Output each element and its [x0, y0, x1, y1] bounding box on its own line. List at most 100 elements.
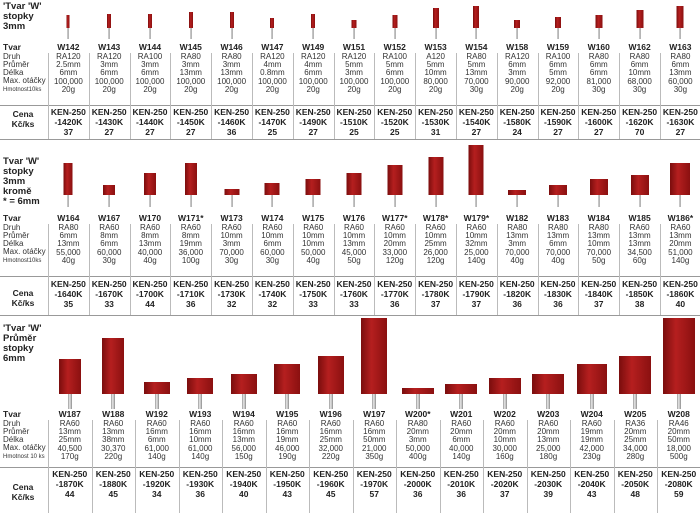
- product-price: 40: [239, 489, 249, 499]
- product-length: 50mm: [363, 435, 386, 445]
- product-column: W170 RA60 8mm 13mm 40,000 40g KEN-250 -1700K 44: [130, 143, 171, 315]
- grinding-stone-image: [361, 318, 388, 394]
- product-type: RA60: [538, 419, 559, 428]
- product-code: W144: [138, 42, 162, 52]
- product-type: RA80: [670, 52, 691, 61]
- product-max-rpm: 60,000: [260, 247, 285, 257]
- product-code: W162: [628, 42, 651, 52]
- product-max-rpm: 100,000: [135, 76, 165, 86]
- column-divider: [660, 53, 661, 139]
- product-max-rpm: 68,000: [627, 76, 652, 86]
- label-druh: Druh: [3, 223, 21, 232]
- shank-image: [676, 394, 681, 409]
- product-column: W196 RA60 16mm 25mm 32,000 220g KEN-250 -1960K 4…: [309, 318, 353, 513]
- product-diameter: 4mm: [263, 60, 282, 70]
- catalog-prefix: KEN-250: [574, 469, 610, 479]
- product-type: RA100: [382, 52, 408, 61]
- grinding-stone-image: [548, 185, 567, 195]
- label-cena: Cena Kč/ks: [11, 288, 35, 308]
- grinding-stone-image: [508, 190, 527, 195]
- product-length: 13mm: [179, 68, 202, 78]
- grinding-stone-image: [589, 179, 608, 195]
- catalog-number: -1630K: [666, 117, 695, 127]
- product-max-rpm: 100,000: [380, 76, 410, 86]
- product-diameter: 13mm: [669, 231, 692, 241]
- column-divider: [88, 53, 90, 139]
- product-length: 3mm: [345, 68, 363, 78]
- product-code: W187: [58, 409, 81, 419]
- product-max-rpm: 25,000: [464, 247, 489, 257]
- catalog-number: -1710K: [176, 289, 205, 299]
- divider: [0, 315, 700, 316]
- column-divider: [537, 224, 539, 315]
- product-code: W167: [98, 213, 121, 223]
- product-type: RA60: [180, 223, 201, 232]
- product-price: 44: [145, 299, 155, 309]
- product-price: 32: [226, 299, 237, 309]
- shank-image: [67, 394, 72, 409]
- product-column: W149 RA120 4mm 6mm 100,000 20g KEN-250 -1490K 27: [293, 0, 334, 139]
- product-code: W183: [546, 213, 570, 223]
- product-column: W151 RA120 5mm 3mm 100,000 20g KEN-250 -1510K 25: [334, 0, 375, 139]
- product-diameter: 20mm: [493, 427, 516, 437]
- shank-image: [589, 394, 594, 409]
- grinding-stone-image: [143, 382, 170, 394]
- product-max-rpm: 70,000: [464, 76, 489, 86]
- product-length: 50mm: [667, 435, 690, 445]
- grinding-stone-image: [66, 15, 70, 28]
- product-column: W174 RA60 10mm 6mm 60,000 30g KEN-250 -1740K 32: [252, 143, 293, 315]
- product-max-rpm: 100,000: [298, 76, 328, 86]
- product-diameter: 16mm: [232, 427, 255, 437]
- catalog-number: -2010K: [447, 479, 476, 489]
- product-length: 3mm: [222, 239, 241, 249]
- grinding-stone-image: [147, 14, 152, 28]
- shank-image: [372, 394, 377, 409]
- product-code: W208: [667, 409, 690, 419]
- product-length: 13mm: [669, 68, 692, 78]
- product-price: 25: [267, 127, 278, 137]
- product-type: RA120: [504, 52, 530, 61]
- catalog-number: -1440K: [136, 117, 164, 127]
- product-length: 3mm: [508, 68, 527, 78]
- product-code: W143: [98, 42, 121, 52]
- product-weight: 280g: [626, 451, 645, 461]
- product-max-rpm: 90,000: [504, 76, 530, 86]
- product-max-rpm: 100,000: [176, 76, 206, 86]
- column-divider: [456, 224, 457, 315]
- product-column: W163 RA80 6mm 13mm 60,000 30g KEN-250 -1630K 27: [660, 0, 700, 139]
- shank-image: [189, 195, 192, 207]
- product-code: W200*: [404, 409, 431, 419]
- product-price: 36: [413, 489, 423, 499]
- label-tvar: Tvar: [3, 213, 21, 223]
- product-type: RA60: [303, 223, 324, 232]
- product-length: 10mm: [424, 68, 447, 78]
- product-length: 13mm: [138, 239, 162, 249]
- catalog-number: -1820K: [503, 289, 532, 299]
- product-price: 33: [104, 299, 114, 309]
- product-diameter: 13mm: [102, 427, 125, 437]
- product-type: RA80: [221, 52, 242, 61]
- grinding-stone-image: [143, 173, 156, 195]
- product-diameter: 10mm: [383, 231, 406, 241]
- grinding-stone-image: [488, 378, 521, 394]
- grinding-stone-image: [595, 15, 603, 28]
- grinding-stone-image: [473, 6, 480, 28]
- product-max-rpm: 32,000: [318, 443, 343, 453]
- product-column: W144 RA100 3mm 6mm 100,000 20g KEN-250 -1440K 27: [130, 0, 171, 139]
- column-divider: [396, 420, 397, 513]
- column-divider: [456, 53, 457, 139]
- divider: [0, 139, 700, 140]
- shank-image: [111, 394, 116, 409]
- product-weight: 20g: [143, 84, 157, 94]
- product-type: RA60: [103, 419, 124, 428]
- product-type: RA80: [180, 52, 201, 61]
- product-price: 57: [369, 489, 379, 499]
- shank-image: [241, 394, 246, 409]
- product-length: 13mm: [342, 239, 366, 249]
- catalog-prefix: KEN-250: [622, 107, 658, 117]
- catalog-number: -1830K: [544, 289, 572, 299]
- product-price: 59: [674, 489, 684, 499]
- product-length: 13mm: [220, 68, 243, 78]
- product-price: 36: [390, 299, 400, 309]
- catalog-number: -1880K: [99, 479, 128, 489]
